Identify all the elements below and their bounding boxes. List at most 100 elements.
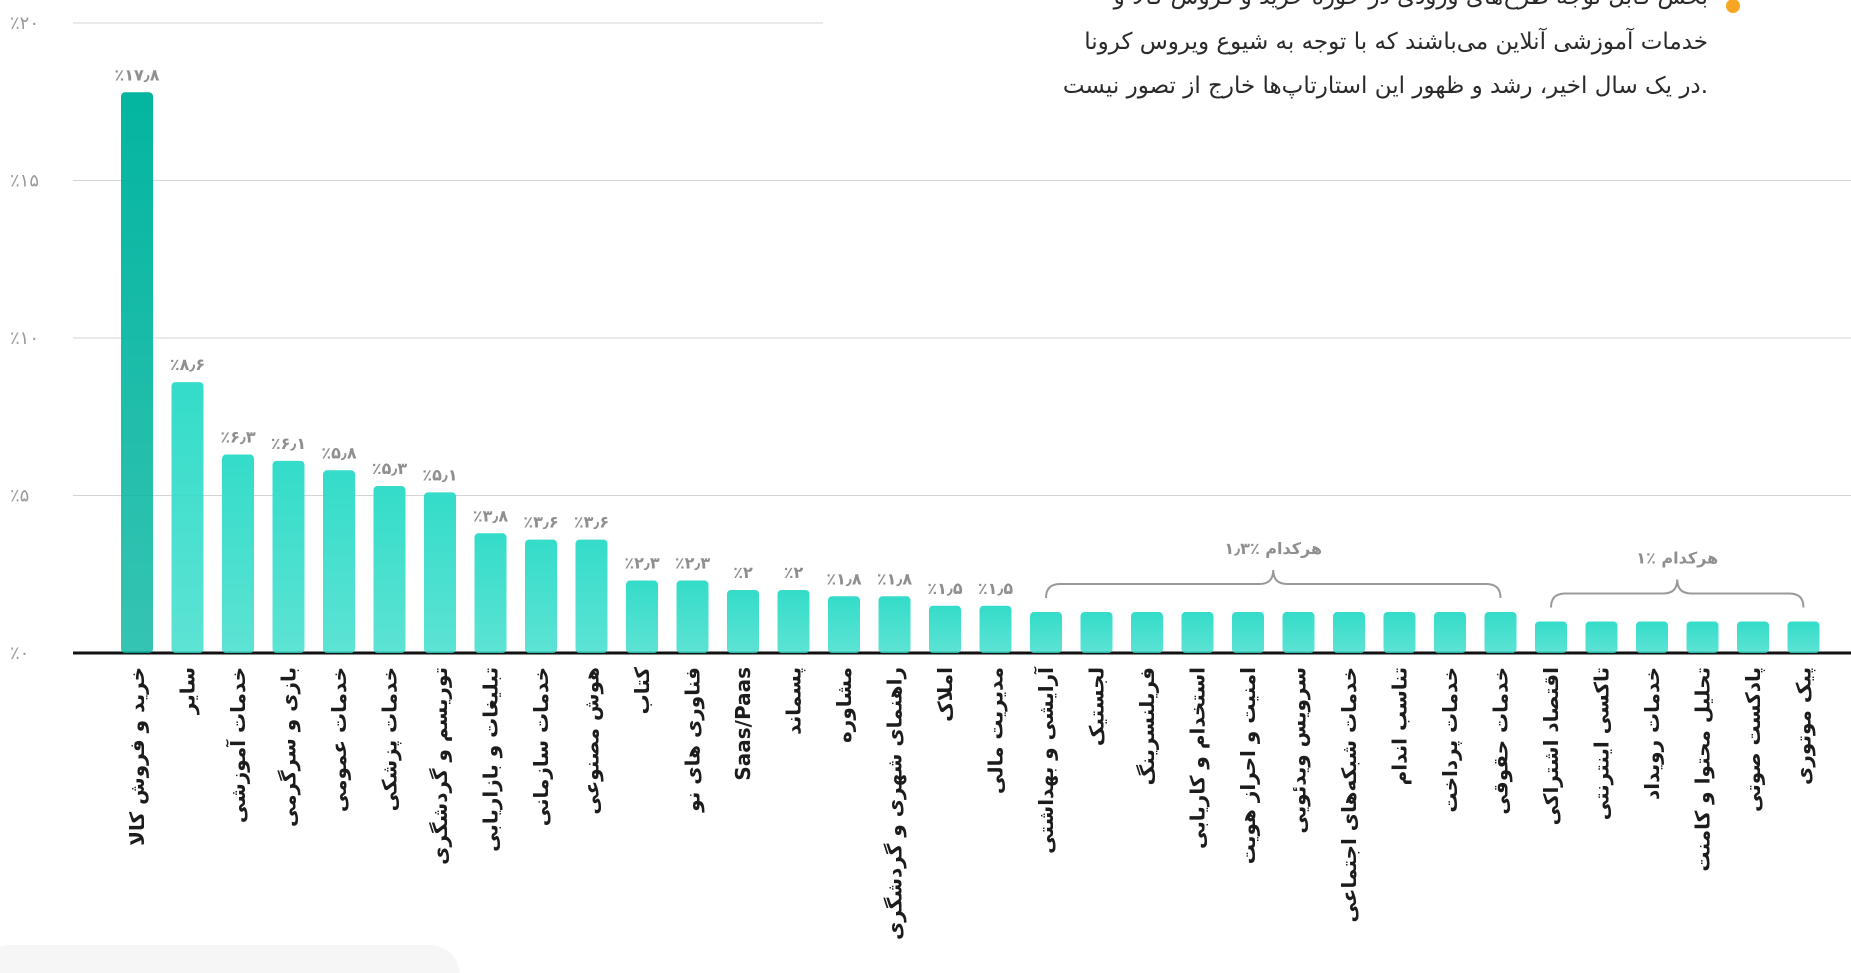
bar	[1737, 621, 1769, 653]
x-tick-label: خدمات آموزشی	[225, 667, 250, 823]
x-tick-label: پسماند	[782, 667, 807, 735]
x-tick-label: اقتصاد اشتراکی	[1539, 667, 1563, 825]
bar	[272, 460, 305, 653]
y-tick-label: ٪۲۰	[10, 13, 39, 34]
bar	[1232, 612, 1264, 653]
bar	[676, 580, 709, 653]
bar	[1030, 612, 1062, 653]
paragraph-line: بخش قابل توجه طرح‌های ورودی در حوزه خرید…	[1113, 0, 1708, 10]
bar	[1282, 612, 1315, 653]
bar	[474, 533, 507, 653]
x-tick-label: پادکست صوتی	[1741, 667, 1766, 812]
bar	[1787, 621, 1820, 653]
bar	[1181, 612, 1214, 653]
bar	[1383, 612, 1416, 653]
value-label: ٪۲	[784, 563, 804, 582]
x-tick-label: تحلیل محتوا و کامنت	[1691, 667, 1715, 872]
x-tick-label: مدیریت مالی	[984, 667, 1008, 794]
x-tick-label: املاک	[933, 667, 957, 722]
group-annotation: هرکدام ٪۱	[1636, 549, 1718, 568]
bar	[878, 596, 911, 653]
text-backdrop	[823, 0, 1851, 112]
value-label: ٪۳٫۶	[574, 513, 609, 532]
value-label: ٪۱٫۸	[826, 569, 862, 588]
y-tick-label: ٪۰	[10, 643, 29, 664]
x-tick-label: خدمات پرداخت	[1438, 667, 1463, 813]
value-label: ٪۲٫۳	[624, 554, 660, 573]
bar	[323, 470, 355, 653]
bar	[1636, 621, 1668, 653]
bar	[1585, 621, 1618, 653]
bar	[1080, 612, 1113, 653]
x-tick-label: خدمات رویداد	[1640, 667, 1664, 800]
x-tick-label: Saas/Paas	[731, 667, 755, 781]
x-tick-label: سایر	[176, 667, 200, 715]
x-tick-label: خدمات عمومی	[327, 667, 351, 812]
bar	[525, 539, 557, 653]
paragraph-line: خدمات آموزشی آنلاین می‌باشند که با توجه …	[1084, 27, 1708, 55]
x-tick-label: تناسب اندام	[1388, 667, 1412, 785]
x-tick-label: امنیت و احراز هویت	[1236, 667, 1260, 864]
value-label: ٪۳٫۶	[523, 513, 558, 532]
y-tick-label: ٪۱۰	[10, 328, 39, 349]
value-label: ٪۳٫۸	[473, 506, 509, 525]
value-label: ٪۲	[733, 563, 753, 582]
value-label: ٪۵٫۳	[372, 459, 408, 478]
bar	[222, 454, 254, 653]
y-tick-label: ٪۵	[10, 486, 29, 507]
x-tick-label: لجستیک	[1085, 667, 1109, 746]
x-tick-label: تاکسی اینترنتی	[1590, 667, 1614, 820]
x-tick-label: خدمات شبکه‌های اجتماعی	[1337, 667, 1361, 922]
value-label: ٪۱٫۵	[978, 579, 1014, 598]
bullet	[1726, 0, 1740, 13]
value-label: ٪۱٫۵	[927, 579, 963, 598]
value-label: ٪۶٫۳	[220, 428, 256, 447]
bar	[929, 605, 961, 653]
x-tick-label: آرایشی و بهداشتی	[1033, 666, 1058, 854]
group-brace	[1045, 570, 1502, 599]
group-annotation: هرکدام ٪۱٫۳	[1224, 539, 1322, 558]
x-tick-label: راهنمای شهری و گردشگری	[883, 667, 907, 940]
decor-card	[0, 945, 460, 973]
bar	[575, 539, 608, 653]
value-label: ٪۵٫۸	[321, 443, 357, 462]
x-tick-label: کتاب	[630, 667, 654, 715]
x-tick-label: هوش مصنوعی	[580, 667, 604, 815]
x-tick-label: بازی و سرگرمی	[277, 667, 301, 827]
x-tick-label: استخدام و کاریابی	[1186, 667, 1210, 849]
value-label: ٪۲٫۳	[675, 554, 711, 573]
bar	[828, 596, 860, 653]
bar	[171, 382, 204, 653]
bar	[1484, 612, 1517, 653]
value-label: ٪۸٫۶	[170, 355, 205, 374]
x-tick-label: فریلنسرینگ	[1135, 667, 1159, 785]
x-tick-label: توریسم و گردشگری	[428, 667, 452, 865]
x-tick-label: تبلیغات و بازاریابی	[479, 667, 503, 852]
bar	[1434, 612, 1466, 653]
bar	[373, 486, 406, 653]
bar	[626, 580, 658, 653]
y-tick-label: ٪۱۵	[10, 171, 39, 192]
value-label: ٪۱۷٫۸	[114, 65, 159, 84]
bar	[1535, 621, 1567, 653]
x-tick-label: خدمات پزشکی	[378, 667, 403, 811]
value-label: ٪۶٫۱	[271, 434, 306, 453]
bar	[727, 590, 759, 653]
x-tick-label: خرید و فروش کالا	[125, 667, 149, 846]
value-label: ٪۱٫۸	[877, 569, 913, 588]
x-tick-label: فناوری های نو	[681, 667, 705, 813]
paragraph-line: در یک سال اخیر، رشد و ظهور این استارتاپ‌…	[1063, 73, 1708, 99]
group-brace	[1550, 579, 1805, 608]
bar	[424, 492, 456, 653]
bar	[777, 590, 810, 653]
x-tick-label: مشاوره	[832, 667, 856, 743]
x-tick-label: سرویس ویدئویی	[1287, 667, 1311, 834]
x-tick-label: خدمات سازمانی	[529, 667, 553, 826]
x-tick-label: پیک موتوری	[1792, 667, 1817, 785]
bar	[121, 92, 153, 654]
bar	[1333, 612, 1365, 653]
value-label: ٪۵٫۱	[422, 465, 457, 484]
x-tick-label: خدمات حقوقی	[1489, 667, 1513, 815]
